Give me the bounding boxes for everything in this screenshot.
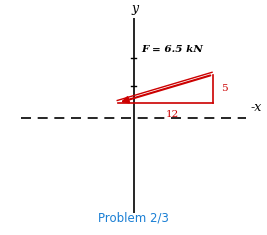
Text: -x: -x xyxy=(250,101,261,114)
Text: y: y xyxy=(131,2,138,15)
Text: Problem 2/3: Problem 2/3 xyxy=(98,212,169,225)
Text: 5: 5 xyxy=(221,84,227,93)
Text: F = 6.5 kN: F = 6.5 kN xyxy=(141,45,203,54)
Text: 12: 12 xyxy=(165,110,179,119)
